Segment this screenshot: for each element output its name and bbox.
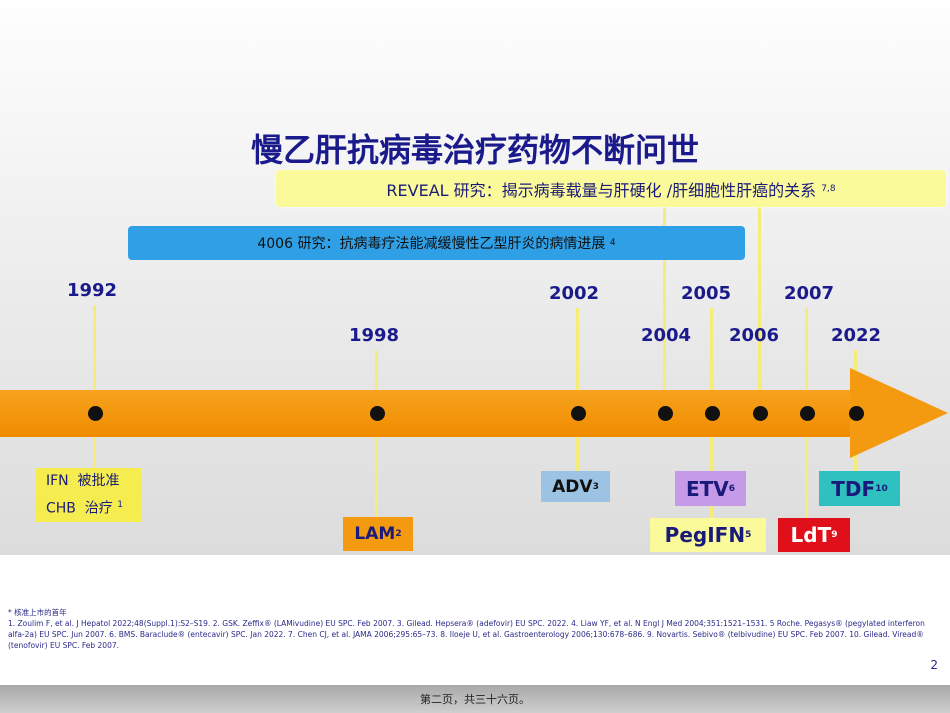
ref-sup: 7,8 [821, 183, 836, 194]
ref-sup: 4 [609, 238, 616, 248]
reveal-study-banner: REVEAL 研究：揭示病毒载量与肝硬化 /肝细胞性肝癌的关系 7,8 [276, 170, 946, 207]
ifn-line1: IFN 被批准 [46, 473, 120, 490]
study-4006-banner: 4006 研究：抗病毒疗法能减缓慢性乙型肝炎的病情进展 4 [128, 226, 745, 260]
ifn-line2-wrap: CHB 治疗 1 [46, 493, 123, 521]
timeline-arrow-body [0, 390, 852, 437]
timeline-dot [88, 406, 103, 421]
ref-sup: 5 [745, 530, 752, 540]
ldt-label: LdT [790, 523, 832, 547]
connector-line [663, 200, 666, 410]
connector-line [758, 205, 761, 410]
tdf-label: TDF [831, 476, 876, 501]
timeline-dot [571, 406, 586, 421]
pegifn-label: PegIFN [664, 523, 746, 547]
reference-list: 1. Zoulim F, et al. J Hepatol 2022;48(Su… [8, 619, 925, 650]
timeline-dot [705, 406, 720, 421]
pegifn-box: PegIFN 5 [650, 518, 766, 552]
ref-sup: 3 [592, 481, 599, 492]
ifn-line2: CHB 治疗 [46, 500, 113, 517]
adv-label: ADV [552, 476, 593, 497]
page-number: 2 [930, 658, 938, 672]
year-label: 2002 [548, 283, 600, 304]
timeline-arrow-head [850, 368, 948, 458]
adv-box: ADV 3 [541, 471, 610, 502]
ref-sup: 10 [875, 483, 888, 494]
ref-sup: 1 [117, 500, 123, 511]
connector-line [93, 305, 96, 470]
year-label: 2005 [680, 283, 732, 304]
timeline-dot [753, 406, 768, 421]
year-label: 2007 [783, 283, 835, 304]
ldt-box: LdT 9 [778, 518, 850, 552]
footer-text: 第二页，共三十六页。 [420, 693, 530, 706]
page-title: 慢乙肝抗病毒治疗药物不断问世 [250, 131, 699, 169]
etv-box: ETV 6 [675, 471, 746, 506]
year-label: 2006 [728, 325, 780, 346]
year-label: 1992 [66, 280, 118, 301]
timeline-dot [849, 406, 864, 421]
lam-label: LAM [354, 524, 396, 544]
timeline-dot [658, 406, 673, 421]
footnote: * 核准上市的首年 [8, 608, 67, 617]
year-label: 2004 [640, 325, 692, 346]
slide [0, 0, 950, 555]
year-label: 2022 [830, 325, 882, 346]
tdf-box: TDF 10 [819, 471, 900, 506]
timeline-dot [800, 406, 815, 421]
ifn-box: IFN 被批准 CHB 治疗 1 [36, 468, 141, 522]
references: * 核准上市的首年 1. Zoulim F, et al. J Hepatol … [8, 607, 943, 651]
year-label: 1998 [348, 325, 400, 346]
ref-sup: 2 [395, 529, 402, 539]
timeline-dot [370, 406, 385, 421]
study-4006-text: 4006 研究：抗病毒疗法能减缓慢性乙型肝炎的病情进展 [257, 236, 606, 252]
ref-sup: 6 [728, 483, 736, 494]
etv-label: ETV [685, 476, 729, 501]
ref-sup: 9 [831, 530, 838, 540]
lam-box: LAM 2 [343, 517, 413, 551]
reveal-text: REVEAL 研究：揭示病毒载量与肝硬化 /肝细胞性肝癌的关系 [386, 180, 817, 200]
footer-bar: 第二页，共三十六页。 [0, 685, 950, 713]
